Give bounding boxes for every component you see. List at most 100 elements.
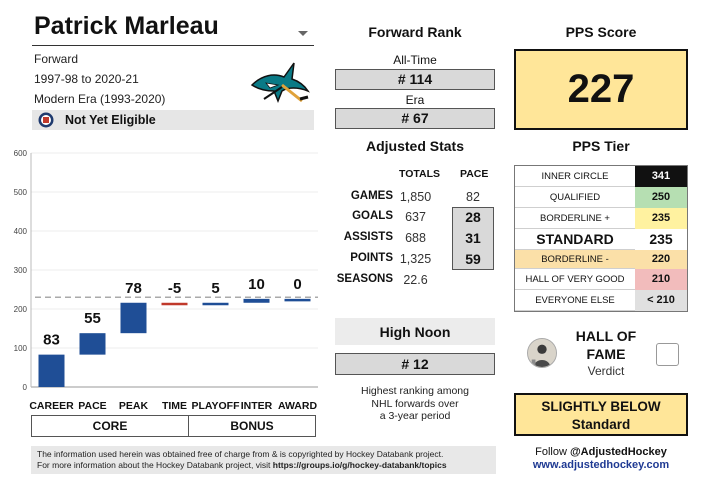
y-tick-label: 300 xyxy=(14,266,28,275)
category-label: TIME xyxy=(162,400,187,412)
pps-tier-title: PPS Tier xyxy=(572,138,630,154)
follow-prefix: Follow xyxy=(535,446,570,458)
tier-value: 250 xyxy=(635,187,687,208)
stat-total: 688 xyxy=(405,231,426,245)
stat-total: 1,850 xyxy=(399,190,432,204)
tier-label: STANDARD xyxy=(536,231,614,247)
hall-of-fame-title-line: HALL OF xyxy=(575,328,637,344)
bar-value-label: 10 xyxy=(248,276,265,293)
hall-of-fame-checkbox[interactable] xyxy=(656,343,679,366)
category-label: PEAK xyxy=(119,400,149,412)
pace-highlight-box xyxy=(452,207,494,270)
tier-row: INNER CIRCLE 341 xyxy=(515,166,687,187)
bar-playoff xyxy=(202,302,229,306)
category-label: INTER xyxy=(241,400,273,412)
tier-value: 341 xyxy=(635,166,687,187)
footer-line: The information used herein was obtained… xyxy=(37,449,444,459)
bar-peak xyxy=(120,302,147,334)
player-avatar xyxy=(527,338,557,368)
data-source-footer: The information used herein was obtained… xyxy=(31,446,496,474)
follow-text: Follow @AdjustedHockey xyxy=(514,446,688,458)
player-name: Patrick Marleau xyxy=(34,12,219,40)
bar-value-label: -5 xyxy=(168,280,181,297)
twitter-handle-link[interactable]: @AdjustedHockey xyxy=(569,446,667,458)
y-tick-label: 100 xyxy=(14,344,28,353)
chevron-down-icon[interactable] xyxy=(298,31,308,36)
footer-text: For more information about the Hockey Da… xyxy=(37,460,273,470)
tier-value: 220 xyxy=(635,250,687,269)
totals-column-header: TOTALS xyxy=(399,168,441,180)
footer-line: For more information about the Hockey Da… xyxy=(37,460,490,471)
tier-row: BORDERLINE + 235 xyxy=(515,208,687,229)
bar-value-label: 83 xyxy=(43,332,60,349)
category-label: AWARD xyxy=(278,400,318,412)
high-noon-description-line: NHL forwards over xyxy=(371,397,459,410)
y-tick-label: 0 xyxy=(23,383,28,392)
tier-row: STANDARD 235 xyxy=(515,229,687,250)
player-select-underline xyxy=(32,45,314,46)
bar-time xyxy=(161,302,188,306)
high-noon-description-line: Highest ranking among xyxy=(361,385,469,397)
verdict-line: SLIGHTLY BELOW xyxy=(541,399,661,414)
category-label: CAREER xyxy=(29,400,74,412)
tier-label: QUALIFIED xyxy=(549,192,601,203)
all-time-rank: # 114 xyxy=(335,69,495,90)
pps-tier-table: INNER CIRCLE 341 QUALIFIED 250 BORDERLINE + 2… xyxy=(514,165,688,312)
high-noon-description-line: a 3-year period xyxy=(379,410,451,422)
stat-total: 22.6 xyxy=(403,273,428,287)
y-tick-label: 500 xyxy=(14,188,28,197)
bar-career xyxy=(38,354,65,387)
stat-label: GOALS xyxy=(352,210,393,222)
all-time-label: All-Time xyxy=(393,53,437,67)
tier-row: QUALIFIED 250 xyxy=(515,187,687,208)
stat-total: 637 xyxy=(405,210,426,224)
bar-pace xyxy=(79,333,106,355)
tier-row: EVERYONE ELSE < 210 xyxy=(515,290,687,311)
hockey-hall-of-fame-icon xyxy=(38,112,54,128)
stat-pace: 31 xyxy=(465,230,481,246)
bar-value-label: 78 xyxy=(125,280,142,297)
player-position: Forward xyxy=(34,52,79,66)
player-era: Modern Era (1993-2020) xyxy=(34,92,166,106)
category-label: PLAYOFF xyxy=(191,400,240,412)
y-tick-label: 200 xyxy=(14,305,28,314)
verdict-line: Standard xyxy=(571,417,631,432)
high-noon-description: Highest ranking among NHL forwards over … xyxy=(340,385,490,423)
era-rank: # 67 xyxy=(335,108,495,129)
adjusted-stats-title: Adjusted Stats xyxy=(365,138,464,154)
tier-row: BORDERLINE - 220 xyxy=(515,250,687,269)
pps-score-value: 227 xyxy=(514,49,688,130)
eligibility-status: Not Yet Eligible xyxy=(65,113,156,127)
hall-of-fame-verdict-label: Verdict xyxy=(587,364,625,378)
player-seasons-range: 1997-98 to 2020-21 xyxy=(34,72,139,86)
website-link[interactable]: www.adjustedhockey.com xyxy=(532,459,670,471)
stat-label: SEASONS xyxy=(336,273,393,285)
bar-award xyxy=(284,298,311,302)
stat-pace: 28 xyxy=(465,209,481,225)
hall-of-fame-title: HALL OF FAME xyxy=(572,327,640,363)
eligibility-bar xyxy=(32,110,314,130)
tier-label: BORDERLINE - xyxy=(541,254,609,265)
group-core: CORE xyxy=(31,415,189,437)
bar-inter xyxy=(243,298,270,303)
stat-total: 1,325 xyxy=(399,252,432,266)
y-tick-label: 600 xyxy=(14,149,28,158)
stat-label: GAMES xyxy=(350,190,393,202)
bar-value-label: 0 xyxy=(293,276,301,293)
tier-label: HALL OF VERY GOOD xyxy=(525,274,625,285)
tier-row: HALL OF VERY GOOD 210 xyxy=(515,269,687,290)
high-noon-header-panel xyxy=(335,318,495,345)
tier-label: INNER CIRCLE xyxy=(541,171,609,182)
bar-value-label: 55 xyxy=(84,310,101,327)
stat-pace: 59 xyxy=(465,251,481,267)
pace-column-header: PACE xyxy=(460,168,489,180)
hockey-databank-link[interactable]: https://groups.io/g/hockey-databank/topi… xyxy=(272,460,447,470)
era-label: Era xyxy=(405,93,425,107)
tier-value: 235 xyxy=(635,208,687,229)
pps-score-title: PPS Score xyxy=(565,24,637,40)
hall-of-fame-title-line: FAME xyxy=(586,346,626,362)
stat-label: ASSISTS xyxy=(343,231,393,243)
high-noon-rank: # 12 xyxy=(335,353,495,375)
team-logo-sharks-icon xyxy=(250,62,310,104)
